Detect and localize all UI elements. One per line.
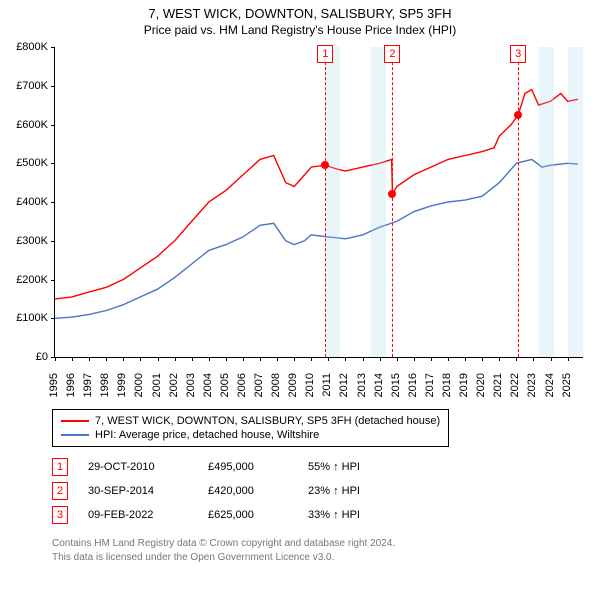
- x-tick-label: 2019: [458, 373, 470, 397]
- recession-band: [539, 47, 554, 357]
- legend-label-hpi: HPI: Average price, detached house, Wilt…: [95, 429, 319, 441]
- x-tick-label: 2002: [168, 373, 180, 397]
- x-tick-label: 2005: [219, 373, 231, 397]
- x-tick-label: 2024: [544, 373, 556, 397]
- sales-row: 3 09-FEB-2022 £625,000 33% ↑ HPI: [52, 503, 592, 527]
- sales-marker: 1: [52, 458, 68, 476]
- x-tick-label: 2016: [407, 373, 419, 397]
- recession-band: [568, 47, 583, 357]
- x-tick-label: 1995: [48, 373, 60, 397]
- x-tick-label: 2018: [441, 373, 453, 397]
- y-tick-label: £700K: [16, 80, 48, 92]
- sale-point: [514, 111, 522, 119]
- x-tick-label: 2014: [373, 373, 385, 397]
- x-tick-label: 1996: [65, 373, 77, 397]
- x-tick-label: 2017: [424, 373, 436, 397]
- legend-label-property: 7, WEST WICK, DOWNTON, SALISBURY, SP5 3F…: [95, 415, 440, 427]
- x-tick-label: 2003: [185, 373, 197, 397]
- chart-subtitle: Price paid vs. HM Land Registry's House …: [8, 23, 592, 37]
- y-tick-label: £100K: [16, 312, 48, 324]
- x-tick-label: 2010: [304, 373, 316, 397]
- legend-row-property: 7, WEST WICK, DOWNTON, SALISBURY, SP5 3F…: [61, 414, 440, 428]
- footnote-line: Contains HM Land Registry data © Crown c…: [52, 537, 592, 551]
- y-tick-label: £200K: [16, 274, 48, 286]
- sales-date: 09-FEB-2022: [88, 509, 188, 521]
- chart-area: 1 2 3 £0 £100K £200K £300K £400K £500K £600K £700…: [10, 43, 590, 403]
- x-tick-label: 1997: [82, 373, 94, 397]
- y-tick-label: £500K: [16, 157, 48, 169]
- sales-row: 2 30-SEP-2014 £420,000 23% ↑ HPI: [52, 479, 592, 503]
- legend-row-hpi: HPI: Average price, detached house, Wilt…: [61, 428, 440, 442]
- sales-delta: 33% ↑ HPI: [308, 509, 398, 521]
- x-tick-label: 2021: [492, 373, 504, 397]
- sales-price: £495,000: [208, 461, 288, 473]
- plot-area: 1 2 3: [54, 47, 583, 358]
- sale-point: [388, 190, 396, 198]
- sale-vline: [518, 47, 519, 357]
- x-tick-label: 2008: [270, 373, 282, 397]
- y-tick-label: £400K: [16, 196, 48, 208]
- sales-price: £420,000: [208, 485, 288, 497]
- footnote: Contains HM Land Registry data © Crown c…: [52, 537, 592, 564]
- recession-band: [325, 47, 340, 357]
- x-tick-label: 1999: [116, 373, 128, 397]
- y-tick-label: £300K: [16, 235, 48, 247]
- sales-table: 1 29-OCT-2010 £495,000 55% ↑ HPI 2 30-SE…: [52, 455, 592, 527]
- x-tick-label: 2015: [390, 373, 402, 397]
- x-tick-label: 1998: [99, 373, 111, 397]
- x-tick-label: 2009: [287, 373, 299, 397]
- legend-swatch-hpi: [61, 434, 89, 436]
- sale-vline: [392, 47, 393, 357]
- sales-marker: 2: [52, 482, 68, 500]
- sales-row: 1 29-OCT-2010 £495,000 55% ↑ HPI: [52, 455, 592, 479]
- plot-svg: [55, 47, 583, 357]
- sales-date: 30-SEP-2014: [88, 485, 188, 497]
- x-tick-label: 2022: [509, 373, 521, 397]
- x-tick-label: 2007: [253, 373, 265, 397]
- chart-title: 7, WEST WICK, DOWNTON, SALISBURY, SP5 3F…: [8, 6, 592, 21]
- recession-band: [371, 47, 386, 357]
- x-tick-label: 2001: [151, 373, 163, 397]
- x-tick-label: 2012: [338, 373, 350, 397]
- x-tick-label: 2011: [321, 373, 333, 397]
- y-tick-label: £0: [36, 351, 48, 363]
- sales-date: 29-OCT-2010: [88, 461, 188, 473]
- sales-price: £625,000: [208, 509, 288, 521]
- sale-marker-label: 1: [317, 45, 333, 63]
- x-tick-label: 2020: [475, 373, 487, 397]
- x-tick-label: 2000: [133, 373, 145, 397]
- sale-vline: [325, 47, 326, 357]
- sales-marker: 3: [52, 506, 68, 524]
- x-tick-label: 2013: [356, 373, 368, 397]
- sale-marker-label: 2: [384, 45, 400, 63]
- x-tick-label: 2025: [561, 373, 573, 397]
- sales-delta: 55% ↑ HPI: [308, 461, 398, 473]
- x-tick-label: 2023: [526, 373, 538, 397]
- y-tick-label: £800K: [16, 41, 48, 53]
- legend-swatch-property: [61, 420, 89, 422]
- legend: 7, WEST WICK, DOWNTON, SALISBURY, SP5 3F…: [52, 409, 449, 447]
- x-tick-label: 2006: [236, 373, 248, 397]
- series-line-property: [55, 90, 578, 299]
- sale-marker-label: 3: [510, 45, 526, 63]
- footnote-line: This data is licensed under the Open Gov…: [52, 551, 592, 565]
- sale-point: [321, 161, 329, 169]
- chart-container: 7, WEST WICK, DOWNTON, SALISBURY, SP5 3F…: [0, 0, 600, 568]
- series-line-hpi: [55, 159, 578, 318]
- x-tick-label: 2004: [202, 373, 214, 397]
- sales-delta: 23% ↑ HPI: [308, 485, 398, 497]
- y-tick-label: £600K: [16, 119, 48, 131]
